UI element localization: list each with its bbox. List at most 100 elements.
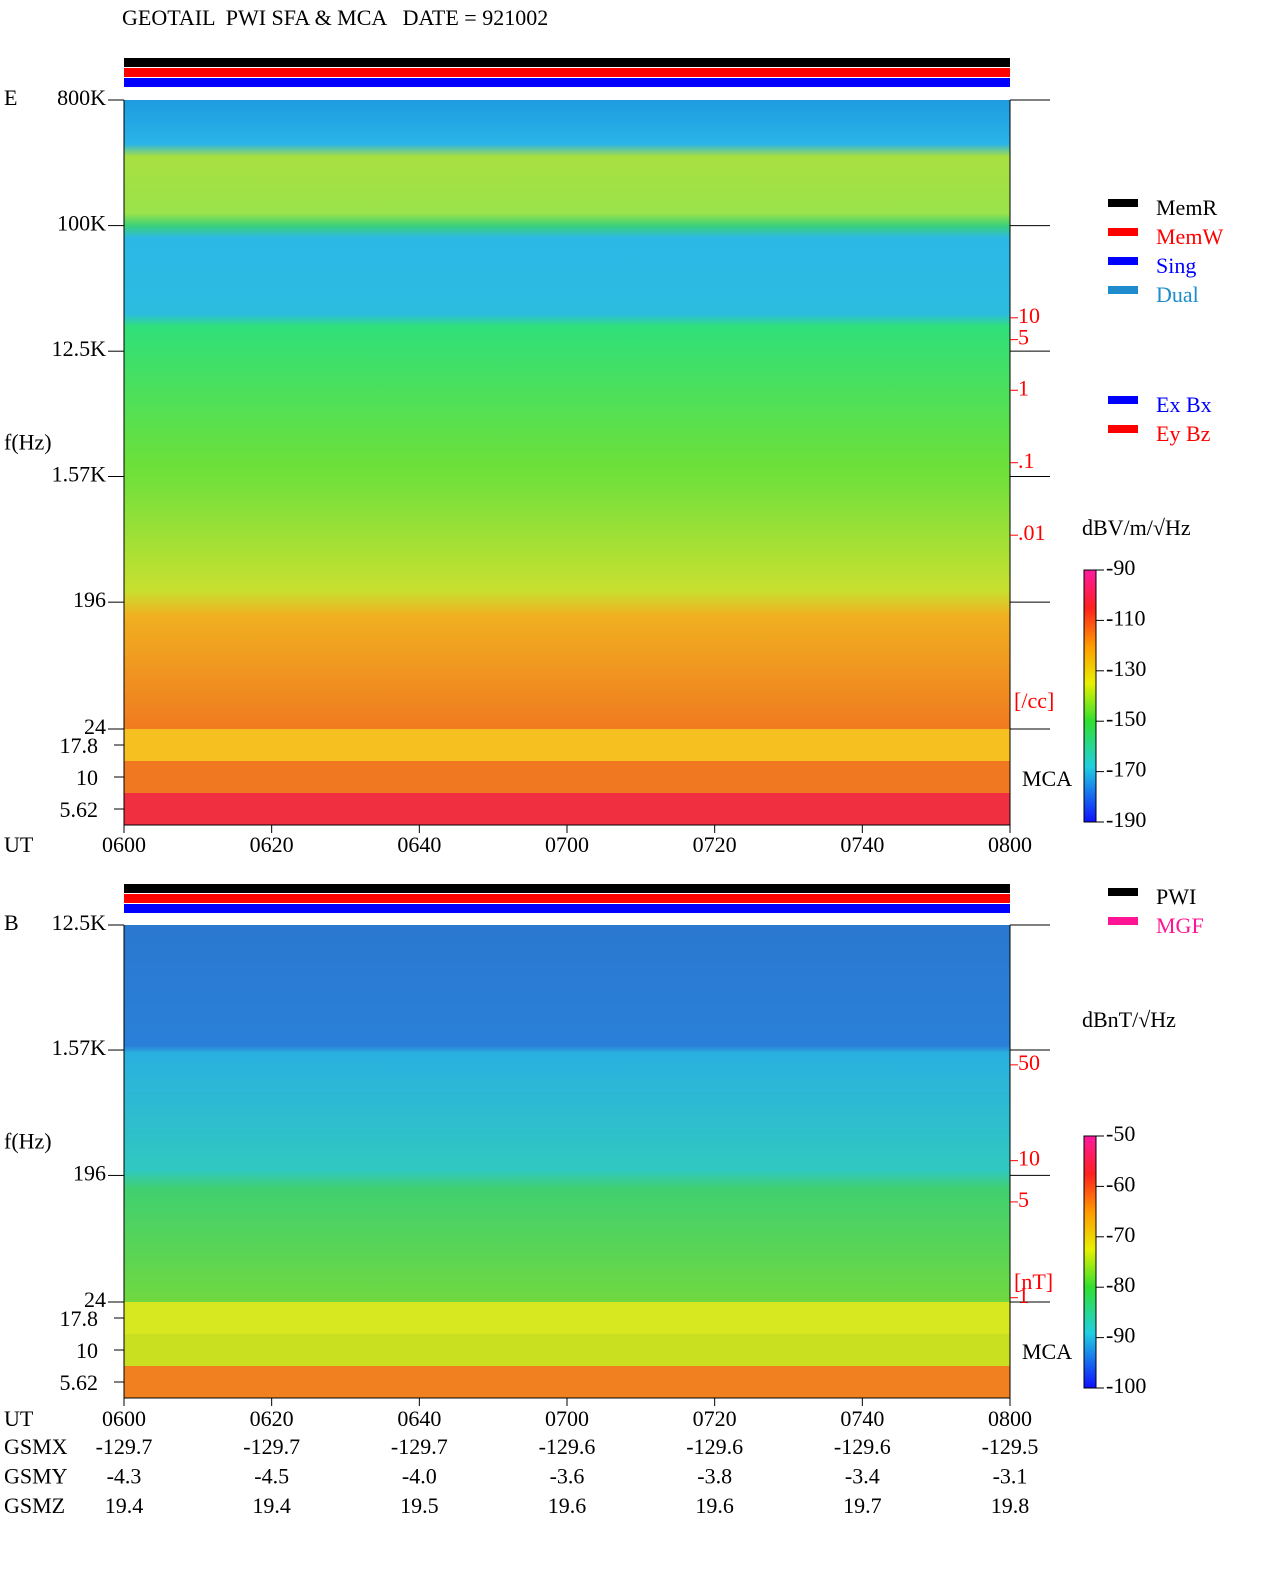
legend-swatch bbox=[1108, 286, 1138, 294]
colorbar-tick-label: -90 bbox=[1106, 1323, 1135, 1348]
y2-axis-label: [/cc] bbox=[1014, 688, 1054, 713]
orbit-value: -4.5 bbox=[254, 1464, 289, 1489]
y2-tick-label: 5 bbox=[1018, 325, 1029, 350]
orbit-label: GSMZ bbox=[4, 1493, 65, 1518]
status-bar bbox=[124, 884, 1010, 893]
mca-row bbox=[124, 793, 1010, 825]
legend-label: MemW bbox=[1156, 224, 1223, 249]
y-axis-label: f(Hz) bbox=[4, 1129, 52, 1154]
orbit-value: 19.4 bbox=[105, 1493, 144, 1518]
legend-swatch bbox=[1108, 396, 1138, 404]
x-tick-label: 0620 bbox=[250, 1406, 294, 1431]
x-tick-label: 0640 bbox=[397, 1406, 441, 1431]
orbit-value: -129.6 bbox=[539, 1434, 596, 1459]
colorbar-tick-label: -130 bbox=[1106, 656, 1146, 681]
colorbar-tick-label: -50 bbox=[1106, 1121, 1135, 1146]
y2-tick-label: 5 bbox=[1018, 1187, 1029, 1212]
colorbar-tick-label: -110 bbox=[1106, 605, 1146, 630]
orbit-value: -129.7 bbox=[391, 1434, 448, 1459]
status-bar bbox=[124, 894, 1010, 903]
colorbar-label: dBnT/√Hz bbox=[1082, 1007, 1176, 1032]
mca-tick-label: 5.62 bbox=[60, 797, 99, 822]
y2-axis-label: [nT] bbox=[1014, 1269, 1053, 1294]
spectrogram bbox=[124, 925, 1010, 1302]
orbit-value: -129.7 bbox=[243, 1434, 300, 1459]
x-tick-label: 0800 bbox=[988, 832, 1032, 857]
status-bar bbox=[124, 58, 1010, 67]
legend-label: PWI bbox=[1156, 884, 1196, 909]
y-tick-label: 24 bbox=[84, 1287, 106, 1312]
y-tick-label: 1.57K bbox=[52, 1035, 107, 1060]
y2-tick-label: 1 bbox=[1018, 375, 1029, 400]
mca-tick-label: 10 bbox=[76, 1338, 98, 1363]
panel-label: B bbox=[4, 910, 19, 935]
orbit-value: 19.4 bbox=[252, 1493, 291, 1518]
orbit-value: 19.6 bbox=[548, 1493, 587, 1518]
panel-label: E bbox=[4, 85, 17, 110]
y-tick-label: 196 bbox=[73, 587, 106, 612]
legend-label: Ex Bx bbox=[1156, 392, 1212, 417]
legend-swatch bbox=[1108, 425, 1138, 433]
orbit-label: GSMY bbox=[4, 1464, 68, 1489]
legend-swatch bbox=[1108, 257, 1138, 265]
x-tick-label: 0620 bbox=[250, 832, 294, 857]
status-bar bbox=[124, 68, 1010, 77]
legend-label: Sing bbox=[1156, 253, 1196, 278]
y2-tick-label: 10 bbox=[1018, 303, 1040, 328]
legend-swatch bbox=[1108, 917, 1138, 925]
colorbar-tick-label: -60 bbox=[1106, 1171, 1135, 1196]
orbit-value: -4.0 bbox=[402, 1464, 437, 1489]
y-axis-label: f(Hz) bbox=[4, 430, 52, 455]
legend-swatch bbox=[1108, 199, 1138, 207]
colorbar-tick-label: -170 bbox=[1106, 757, 1146, 782]
y2-tick-label: .1 bbox=[1018, 448, 1035, 473]
x-tick-label: 0600 bbox=[102, 832, 146, 857]
mca-label: MCA bbox=[1022, 766, 1072, 791]
x-tick-label: 0740 bbox=[840, 832, 884, 857]
colorbar-tick-label: -190 bbox=[1106, 807, 1146, 832]
y2-tick-label: .01 bbox=[1018, 520, 1046, 545]
colorbar bbox=[1083, 1135, 1097, 1389]
mca-row bbox=[124, 1366, 1010, 1398]
legend-label: MGF bbox=[1156, 913, 1204, 938]
y-tick-label: 1.57K bbox=[52, 462, 107, 487]
spectrogram bbox=[124, 100, 1010, 729]
orbit-value: -3.4 bbox=[845, 1464, 880, 1489]
title: GEOTAIL PWI SFA & MCA DATE = 921002 bbox=[122, 5, 548, 30]
y-tick-label: 12.5K bbox=[52, 910, 107, 935]
mca-row bbox=[124, 729, 1010, 761]
x-axis-label: UT bbox=[4, 832, 34, 857]
orbit-value: -3.8 bbox=[697, 1464, 732, 1489]
orbit-value: -129.6 bbox=[834, 1434, 891, 1459]
mca-tick-label: 17.8 bbox=[60, 733, 99, 758]
x-tick-label: 0720 bbox=[693, 1406, 737, 1431]
orbit-value: 19.6 bbox=[695, 1493, 734, 1518]
x-tick-label: 0740 bbox=[840, 1406, 884, 1431]
mca-row bbox=[124, 1334, 1010, 1366]
y2-tick-label: 10 bbox=[1018, 1146, 1040, 1171]
orbit-value: 19.8 bbox=[991, 1493, 1030, 1518]
mca-tick-label: 17.8 bbox=[60, 1306, 99, 1331]
orbit-label: GSMX bbox=[4, 1434, 68, 1459]
orbit-value: -3.1 bbox=[993, 1464, 1028, 1489]
mca-tick-label: 10 bbox=[76, 765, 98, 790]
orbit-value: -3.6 bbox=[550, 1464, 585, 1489]
status-bar bbox=[124, 78, 1010, 87]
y-tick-label: 12.5K bbox=[52, 336, 107, 361]
y-tick-label: 196 bbox=[73, 1160, 106, 1185]
legend-swatch bbox=[1108, 888, 1138, 896]
legend-label: Dual bbox=[1156, 282, 1199, 307]
y2-tick-label: 1 bbox=[1018, 1283, 1029, 1308]
colorbar-tick-label: -90 bbox=[1106, 555, 1135, 580]
orbit-value: 19.5 bbox=[400, 1493, 439, 1518]
y-tick-label: 800K bbox=[57, 85, 106, 110]
y-tick-label: 24 bbox=[84, 714, 106, 739]
colorbar-tick-label: -150 bbox=[1106, 706, 1146, 731]
orbit-value: 19.7 bbox=[843, 1493, 882, 1518]
mca-row bbox=[124, 761, 1010, 793]
x-tick-label: 0720 bbox=[693, 832, 737, 857]
colorbar-tick-label: -100 bbox=[1106, 1373, 1146, 1398]
status-bar bbox=[124, 904, 1010, 913]
